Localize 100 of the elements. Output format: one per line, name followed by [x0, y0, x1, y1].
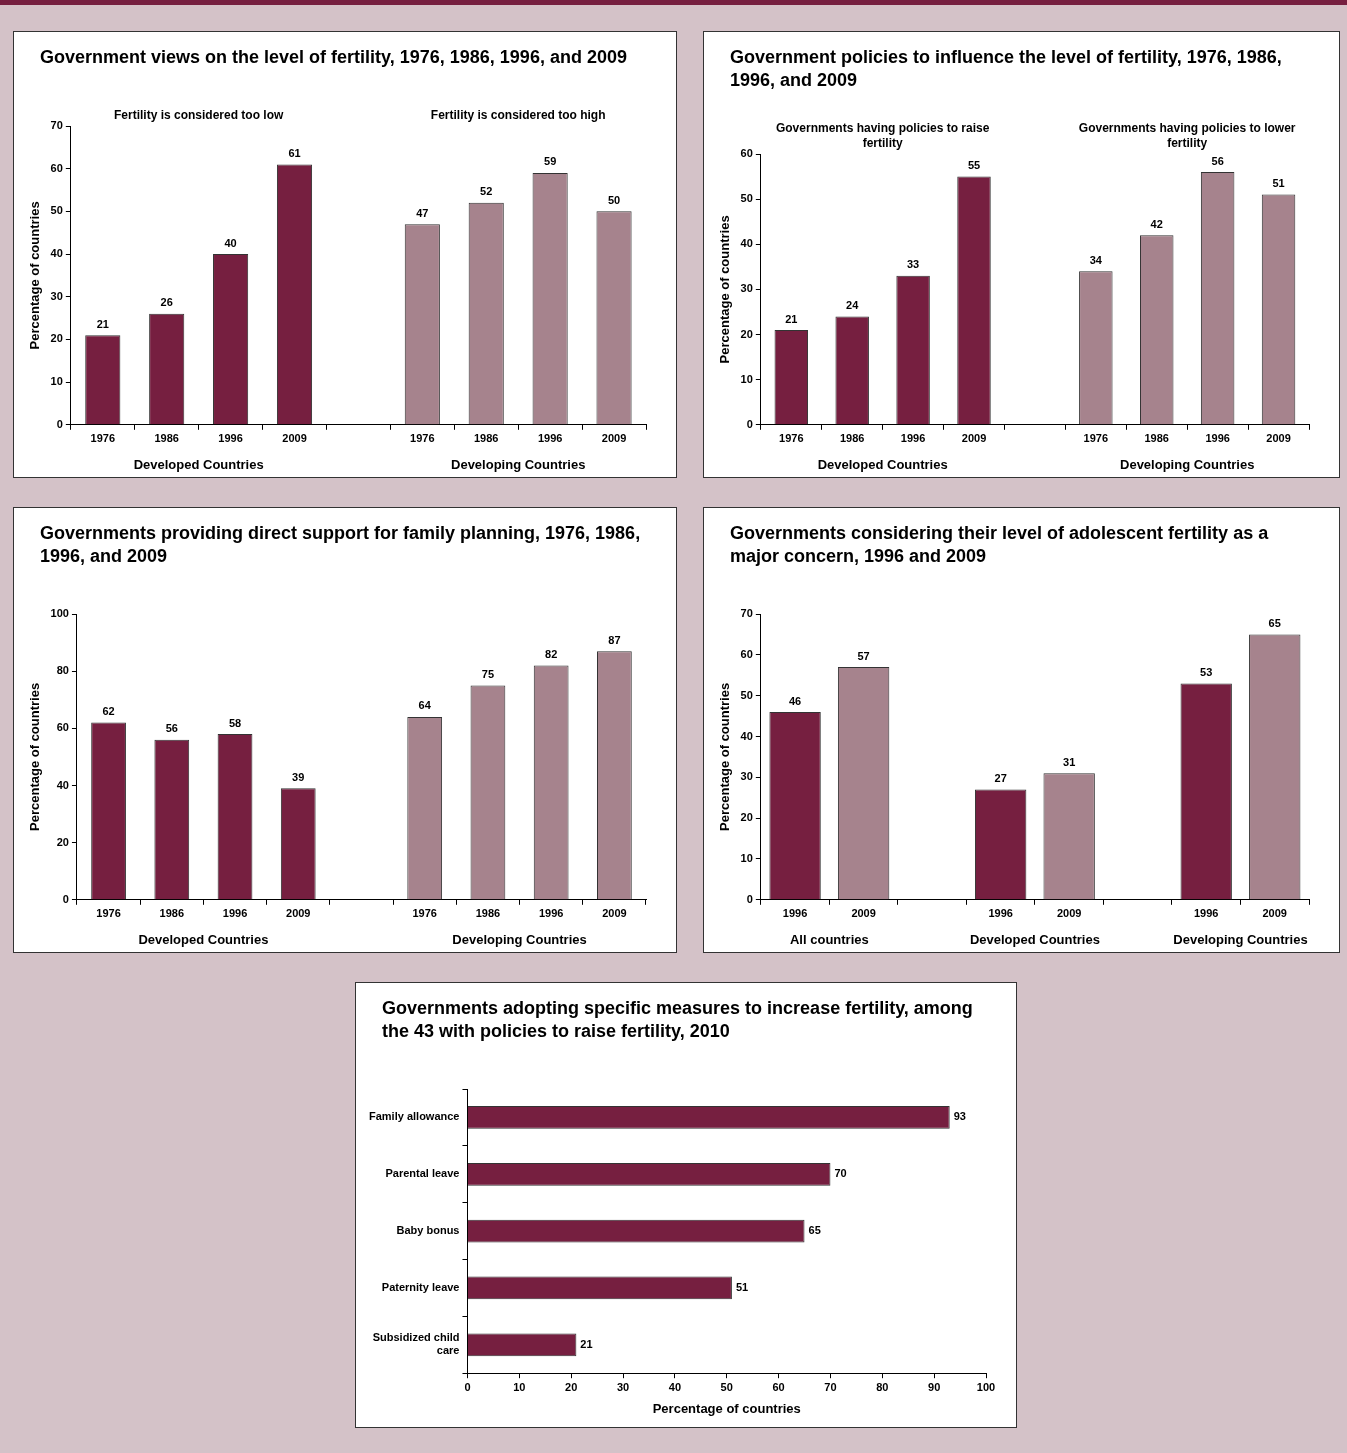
data-label: 27	[994, 772, 1007, 785]
x-tick-label: 1996	[222, 907, 248, 920]
data-label: 53	[1200, 665, 1213, 678]
data-label: 46	[788, 694, 802, 707]
data-label: 21	[580, 1337, 593, 1350]
text: Fertility is considered too high	[430, 108, 606, 123]
data-label: 82	[545, 647, 558, 660]
x-tick-label: 1986	[839, 432, 865, 445]
y-tick-label: 0	[56, 417, 63, 430]
data-label: 34	[1089, 253, 1103, 266]
y-tick-label: 30	[50, 289, 63, 302]
data-label: 33	[906, 258, 920, 271]
data-label: 87	[608, 633, 621, 646]
data-label: 39	[292, 770, 305, 783]
data-label: 42	[1150, 217, 1163, 230]
y-tick-label: 0	[746, 892, 753, 905]
data-label: 93	[953, 1110, 966, 1123]
text: Developing Countries	[1120, 456, 1255, 472]
x-tick-label: 2009	[282, 432, 307, 445]
x-tick-label: 1996	[537, 432, 563, 445]
y-tick-label: 20	[50, 332, 63, 345]
x-tick-label: 2009	[961, 432, 987, 445]
text: Governments having policies to lower fertility	[1078, 121, 1296, 151]
data-label: 61	[288, 146, 301, 159]
text: Governments having policies to raise fertility	[775, 121, 990, 151]
y-tick-label: 60	[50, 161, 63, 174]
y-tick-label: 20	[740, 327, 753, 340]
x-tick-label: 1986	[475, 907, 501, 920]
y-tick-label: 70	[50, 119, 63, 132]
y-tick-label: 20	[56, 835, 69, 848]
x-axis-title: Percentage of countries	[652, 1400, 801, 1416]
x-tick-label: 1986	[473, 432, 499, 445]
x-tick-label: 1976	[96, 907, 121, 920]
data-label: 50	[607, 193, 621, 206]
x-tick-label: 1996	[900, 432, 926, 445]
data-label: 47	[416, 206, 429, 219]
y-tick-label: Baby bonus	[396, 1224, 460, 1237]
text: Developing Countries	[451, 456, 586, 472]
text: Developed Countries	[133, 456, 264, 472]
x-tick-label: 1996	[782, 907, 808, 920]
x-tick-label: 10	[513, 1380, 526, 1393]
text: Fertility is considered too low	[113, 108, 284, 123]
y-tick-label: 10	[740, 372, 753, 385]
x-tick-label: 1976	[1083, 432, 1109, 445]
data-label: 21	[785, 312, 798, 325]
data-label: 57	[857, 649, 870, 662]
data-label: 75	[481, 667, 495, 680]
chart-title: Governments considering their level of adolescent fertility as a major concern, 1996 and 2009	[730, 522, 1270, 568]
data-label: 58	[228, 716, 242, 729]
y-tick-label: 70	[740, 607, 753, 620]
x-tick-label: 1996	[218, 432, 243, 445]
x-tick-label: 60	[772, 1380, 785, 1393]
y-tick-label: 60	[740, 647, 753, 660]
y-tick-label: Paternity leave	[381, 1280, 460, 1293]
data-label: 31	[1063, 755, 1076, 768]
x-tick-label: 1986	[1144, 432, 1169, 445]
data-label: 70	[834, 1167, 847, 1180]
text: Developed Countries	[817, 456, 948, 472]
data-label: 64	[418, 699, 432, 712]
x-tick-label: 50	[720, 1380, 733, 1393]
x-tick-label: 1996	[988, 907, 1013, 920]
x-tick-label: 1986	[154, 432, 179, 445]
chart-title: Governments adopting specific measures to increase fertility, among the 43 with policies to raise fertility, 2010	[382, 997, 974, 1043]
data-label: 56	[165, 722, 178, 735]
y-tick-label: 50	[740, 688, 753, 701]
data-label: 21	[96, 317, 109, 330]
text: Developed Countries	[138, 931, 269, 947]
y-tick-label: 100	[50, 607, 69, 620]
x-tick-label: 1996	[1205, 432, 1230, 445]
x-tick-label: 20	[565, 1380, 578, 1393]
x-tick-label: 80	[876, 1380, 889, 1393]
y-tick-label: 80	[56, 664, 69, 677]
data-label: 26	[160, 296, 173, 309]
x-tick-label: 1976	[779, 432, 804, 445]
x-tick-label: 0	[464, 1380, 471, 1393]
y-tick-label: 10	[740, 852, 753, 864]
data-label: 55	[967, 159, 981, 172]
x-tick-label: 2009	[601, 432, 627, 445]
x-tick-label: 2009	[602, 907, 627, 920]
x-tick-label: 40	[668, 1380, 682, 1393]
y-tick-label: 40	[50, 247, 63, 260]
x-tick-label: 2009	[1262, 907, 1287, 920]
y-tick-label: 50	[50, 204, 63, 217]
data-label: 65	[808, 1224, 821, 1237]
y-tick-label: 10	[50, 375, 63, 388]
text: Developing Countries	[452, 931, 587, 947]
chart-title: Government views on the level of fertility, 1976, 1986, 1996, and 2009	[40, 46, 628, 69]
data-label: 40	[224, 236, 237, 249]
y-tick-label: Subsidized child care	[372, 1331, 460, 1357]
y-tick-label: 40	[740, 729, 753, 742]
chart-title: Governments providing direct support for family planning, 1976, 1986, 1996, and 2009	[40, 522, 642, 568]
text: Developed Countries	[969, 931, 1100, 947]
y-tick-label: 50	[740, 192, 753, 205]
data-label: 51	[1272, 177, 1285, 190]
y-tick-label: 40	[56, 778, 69, 791]
y-tick-label: 20	[740, 811, 753, 824]
y-tick-label: 40	[740, 237, 753, 250]
data-label: 65	[1268, 616, 1281, 629]
y-tick-label: 60	[740, 147, 753, 160]
data-label: 24	[846, 299, 860, 312]
